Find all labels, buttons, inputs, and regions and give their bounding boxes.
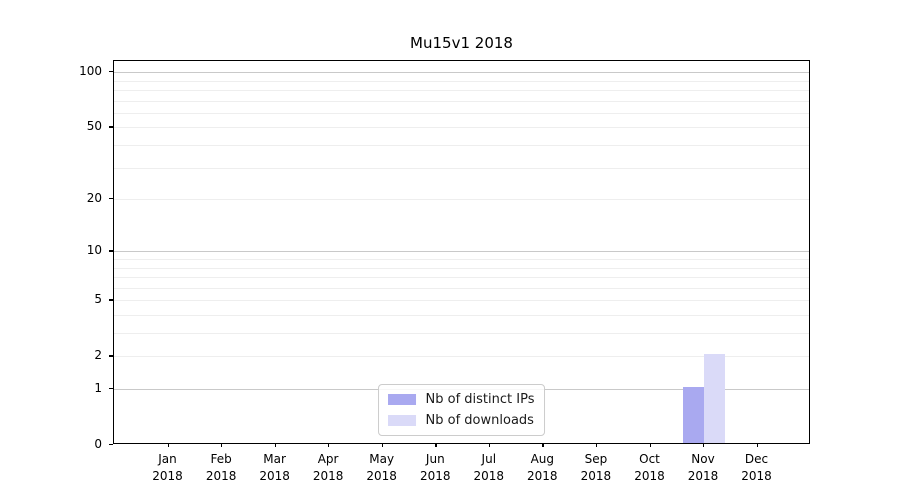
- minor-gridline: [114, 100, 809, 102]
- x-tick-mark: [649, 443, 651, 447]
- legend-label: Nb of distinct IPs: [425, 392, 535, 407]
- x-tick-month: Aug: [530, 452, 555, 466]
- x-tick-mark: [435, 443, 437, 447]
- minor-gridline: [114, 259, 809, 260]
- x-tick-year: 2018: [580, 468, 612, 483]
- major-gridline: [114, 251, 809, 253]
- minor-gridline: [114, 267, 809, 269]
- chart-title: Mu15v1 2018: [410, 34, 513, 52]
- x-tick-month: Sep: [584, 452, 608, 466]
- x-tick-mark: [274, 443, 276, 447]
- minor-gridline: [114, 333, 809, 334]
- y-tick-mark: [109, 388, 113, 390]
- y-tick-mark: [109, 126, 113, 128]
- y-tick-label: 20: [86, 191, 102, 206]
- x-tick-month: Mar: [263, 452, 286, 466]
- y-tick-mark: [109, 71, 113, 73]
- x-tick-label: Sep 2018: [564, 451, 628, 484]
- minor-gridline: [114, 112, 809, 114]
- x-tick-year: 2018: [366, 468, 397, 483]
- y-tick-label: 2: [94, 348, 102, 363]
- x-tick-mark: [756, 443, 758, 447]
- x-tick-mark: [542, 443, 544, 447]
- x-tick-year: 2018: [312, 468, 344, 483]
- x-tick-mark: [595, 443, 598, 447]
- major-gridline: [114, 72, 809, 74]
- y-tick-label: 10: [86, 243, 102, 258]
- x-tick-year: 2018: [205, 468, 237, 483]
- x-tick-month: Apr: [317, 452, 339, 466]
- x-tick-label: Mar 2018: [243, 451, 307, 484]
- x-tick-label: Jun 2018: [403, 451, 467, 484]
- x-tick-label: Aug 2018: [510, 451, 574, 484]
- legend-label: Nb of downloads: [425, 413, 534, 428]
- x-tick-month: Jan: [158, 452, 177, 466]
- x-tick-year: 2018: [527, 468, 558, 483]
- x-tick-label: Apr 2018: [296, 451, 360, 484]
- x-tick-year: 2018: [634, 468, 665, 483]
- y-tick-label: 50: [86, 119, 102, 134]
- legend-swatch: [387, 394, 416, 405]
- x-tick-label: May 2018: [350, 451, 414, 484]
- y-tick-label: 5: [94, 292, 102, 307]
- legend-swatch: [387, 415, 416, 426]
- y-tick-label: 0: [94, 437, 102, 451]
- minor-gridline: [114, 356, 809, 358]
- x-tick-mark: [703, 443, 705, 447]
- legend-row: Nb of downloads: [387, 413, 535, 428]
- minor-gridline: [114, 90, 809, 91]
- minor-gridline: [114, 287, 809, 289]
- x-tick-year: 2018: [687, 468, 719, 483]
- x-tick-month: May: [369, 452, 395, 466]
- x-tick-year: 2018: [741, 468, 772, 483]
- x-tick-label: Nov 2018: [671, 451, 735, 484]
- y-tick-mark: [109, 250, 113, 252]
- x-tick-mark: [221, 443, 223, 447]
- minor-gridline: [114, 315, 809, 316]
- x-tick-label: Jul 2018: [457, 451, 521, 484]
- bar-nb-of-downloads: [704, 354, 725, 443]
- x-tick-mark: [167, 443, 169, 447]
- bar-nb-of-distinct-ips: [683, 387, 704, 443]
- y-tick-mark: [109, 444, 113, 446]
- x-tick-year: 2018: [420, 468, 451, 483]
- x-tick-month: Nov: [691, 452, 715, 466]
- x-tick-month: Oct: [639, 452, 660, 466]
- x-tick-mark: [328, 443, 330, 447]
- x-tick-mark: [381, 443, 383, 447]
- x-tick-year: 2018: [152, 468, 183, 483]
- minor-gridline: [114, 277, 809, 278]
- minor-gridline: [114, 127, 809, 129]
- plot-area: Nb of distinct IPs Nb of downloads: [113, 60, 810, 444]
- minor-gridline: [114, 199, 809, 201]
- x-tick-month: Feb: [210, 452, 232, 466]
- x-tick-month: Jul: [481, 452, 497, 466]
- minor-gridline: [114, 300, 809, 302]
- x-tick-label: Jan 2018: [136, 451, 200, 484]
- x-tick-month: Dec: [744, 452, 769, 466]
- y-tick-label: 1: [94, 381, 102, 395]
- x-tick-mark: [488, 443, 491, 447]
- minor-gridline: [114, 80, 809, 82]
- x-tick-label: Dec 2018: [725, 451, 789, 484]
- minor-gridline: [114, 145, 809, 146]
- y-tick-mark: [109, 299, 113, 301]
- y-tick-mark: [109, 355, 113, 357]
- x-tick-label: Oct 2018: [618, 451, 682, 484]
- x-tick-year: 2018: [259, 468, 290, 483]
- x-tick-label: Feb 2018: [189, 451, 253, 484]
- legend-row: Nb of distinct IPs: [387, 392, 535, 407]
- y-tick-label: 100: [79, 64, 102, 79]
- minor-gridline: [114, 167, 809, 169]
- x-tick-month: Jun: [425, 452, 445, 466]
- x-tick-year: 2018: [473, 468, 505, 483]
- legend: Nb of distinct IPs Nb of downloads: [377, 384, 546, 436]
- y-tick-mark: [109, 198, 113, 200]
